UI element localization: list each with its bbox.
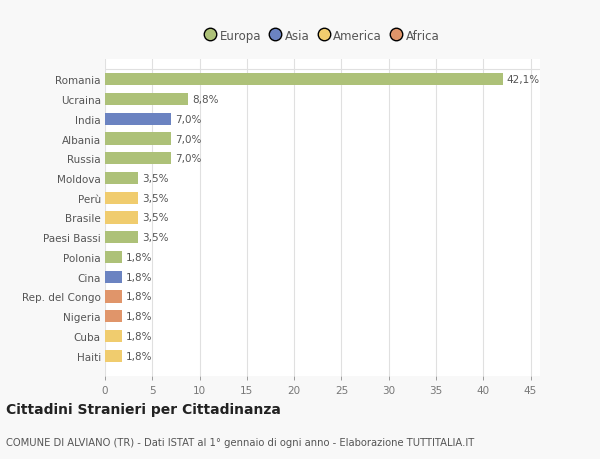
Bar: [105, 113, 171, 126]
Bar: [105, 271, 122, 283]
Bar: [105, 94, 188, 106]
Text: 1,8%: 1,8%: [126, 252, 152, 263]
Text: 8,8%: 8,8%: [192, 95, 218, 105]
Text: COMUNE DI ALVIANO (TR) - Dati ISTAT al 1° gennaio di ogni anno - Elaborazione TU: COMUNE DI ALVIANO (TR) - Dati ISTAT al 1…: [6, 437, 474, 447]
Text: 42,1%: 42,1%: [507, 75, 540, 85]
Bar: [105, 310, 122, 323]
Legend: Europa, Asia, America, Africa: Europa, Asia, America, Africa: [203, 28, 442, 45]
Text: 1,8%: 1,8%: [126, 331, 152, 341]
Bar: [105, 192, 138, 204]
Text: 7,0%: 7,0%: [175, 154, 202, 164]
Bar: [105, 252, 122, 263]
Bar: [105, 153, 171, 165]
Bar: [105, 330, 122, 342]
Text: 3,5%: 3,5%: [142, 213, 169, 223]
Bar: [105, 350, 122, 362]
Bar: [105, 74, 503, 86]
Text: 7,0%: 7,0%: [175, 134, 202, 144]
Text: 1,8%: 1,8%: [126, 351, 152, 361]
Text: 3,5%: 3,5%: [142, 174, 169, 184]
Text: 3,5%: 3,5%: [142, 193, 169, 203]
Bar: [105, 232, 138, 244]
Bar: [105, 133, 171, 146]
Bar: [105, 173, 138, 185]
Text: 3,5%: 3,5%: [142, 233, 169, 243]
Bar: [105, 212, 138, 224]
Text: 1,8%: 1,8%: [126, 272, 152, 282]
Bar: [105, 291, 122, 303]
Text: 1,8%: 1,8%: [126, 312, 152, 321]
Text: 1,8%: 1,8%: [126, 292, 152, 302]
Text: Cittadini Stranieri per Cittadinanza: Cittadini Stranieri per Cittadinanza: [6, 402, 281, 416]
Text: 7,0%: 7,0%: [175, 115, 202, 124]
